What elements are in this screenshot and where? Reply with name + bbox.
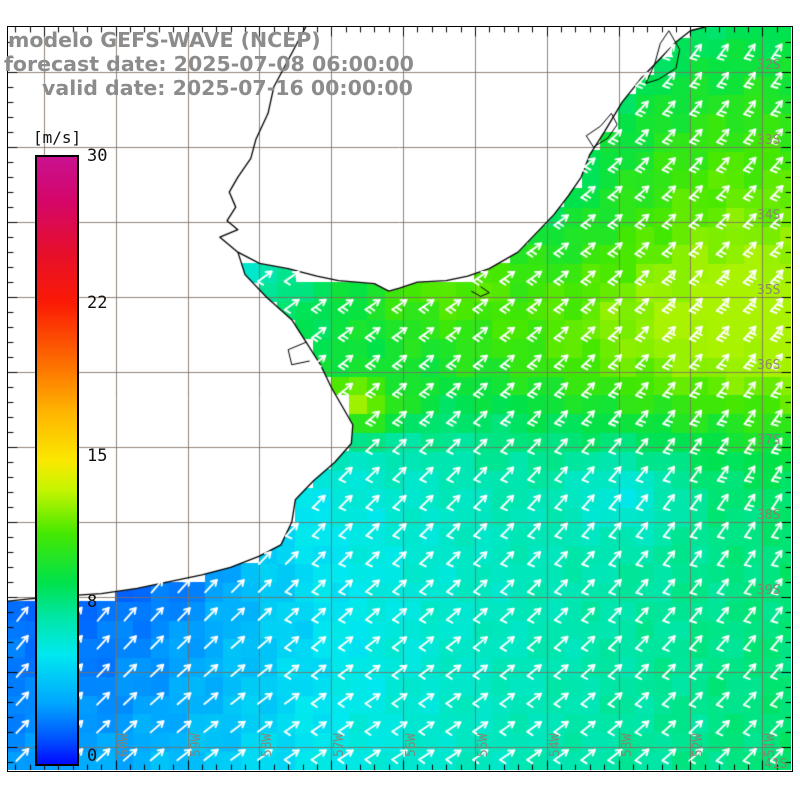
- latitude-label-34s: 34S: [757, 208, 781, 224]
- colorbar-tick-22: 22: [87, 293, 108, 313]
- colorbar-tick-30: 30: [87, 146, 108, 166]
- latitude-label-39s: 39S: [757, 583, 781, 599]
- latitude-label-36s: 36S: [757, 358, 781, 374]
- longitude-label-57w: 57W: [332, 733, 348, 757]
- longitude-label-59w: 59W: [188, 733, 204, 757]
- longitude-label-58w: 58W: [260, 733, 276, 757]
- colorbar-units-label: [m/s]: [33, 128, 82, 147]
- longitude-label-60w: 60W: [116, 733, 132, 757]
- map-plot-frame: [7, 26, 793, 772]
- latitude-label-37s: 37S: [757, 433, 781, 449]
- longitude-label-52w: 52W: [691, 733, 707, 757]
- longitude-label-56w: 56W: [404, 733, 420, 757]
- longitude-label-51w: 51W: [763, 733, 779, 757]
- latitude-label-38s: 38S: [757, 508, 781, 524]
- longitude-label-55w: 55W: [475, 733, 491, 757]
- corner-latitude-label: 41S: [764, 757, 788, 772]
- longitude-label-54w: 54W: [547, 733, 563, 757]
- colorbar-tick-15: 15: [87, 446, 108, 466]
- latitude-label-33s: 33S: [757, 133, 781, 149]
- latitude-label-35s: 35S: [757, 283, 781, 299]
- coastline-grid-and-barbs-canvas: [8, 27, 791, 770]
- colorbar-gradient: [35, 155, 79, 766]
- colorbar-tick-0: 0: [87, 746, 98, 766]
- colorbar-tick-8: 8: [87, 592, 98, 612]
- latitude-label-32s: 32S: [757, 58, 781, 74]
- longitude-label-53w: 53W: [619, 733, 635, 757]
